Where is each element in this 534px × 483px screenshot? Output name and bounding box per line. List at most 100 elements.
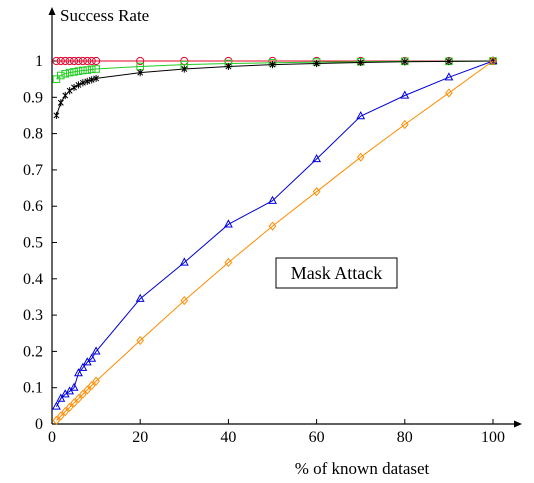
square-marker — [87, 65, 96, 74]
circle-marker — [74, 56, 83, 66]
diamond-marker — [83, 385, 92, 395]
square-marker — [65, 68, 74, 77]
y-tick-label: 0.2 — [23, 343, 43, 360]
y-tick-label: 0.7 — [23, 162, 43, 179]
triangle-marker — [91, 346, 101, 355]
y-tick-label: 0.3 — [23, 307, 43, 324]
star-marker — [401, 58, 408, 66]
x-ticks: 0 20 40 60 80 100 — [48, 419, 505, 446]
triangle-marker — [56, 393, 66, 402]
triangle-marker — [268, 195, 277, 204]
diamond-marker — [56, 411, 65, 421]
star-marker — [57, 99, 64, 107]
x-tick-label: 80 — [397, 429, 413, 446]
star-marker — [66, 87, 73, 95]
star-marker — [62, 91, 69, 100]
y-tick-label: 0.6 — [23, 198, 43, 215]
star-marker — [71, 83, 78, 92]
star-marker — [84, 77, 91, 85]
diamond-marker — [136, 335, 145, 346]
square-marker — [79, 66, 87, 75]
square-marker — [61, 69, 70, 78]
triangle-marker — [223, 219, 233, 228]
x-axis-title: % of known dataset — [295, 459, 430, 478]
x-tick-label: 40 — [220, 429, 236, 446]
diamond-marker — [92, 376, 100, 386]
y-tick-label: 1 — [35, 53, 43, 70]
series-triangle — [51, 55, 498, 410]
star-marker — [75, 81, 82, 89]
y-tick-label: 0.5 — [23, 235, 43, 252]
circle-marker — [61, 56, 70, 66]
star-marker — [313, 59, 320, 68]
diamond-marker — [268, 221, 277, 231]
circle-marker — [78, 56, 87, 66]
triangle-marker — [356, 111, 366, 120]
star-marker — [79, 79, 86, 87]
circle-marker — [136, 56, 145, 66]
series-star — [53, 57, 496, 120]
y-axis-arrow — [48, 7, 56, 15]
circle-marker — [83, 56, 92, 66]
diamond-marker — [79, 389, 87, 399]
y-axis-title: Success Rate — [60, 6, 149, 25]
star-marker — [269, 61, 276, 69]
triangle-marker — [78, 362, 88, 371]
square-marker — [74, 67, 83, 75]
triangle-marker — [400, 90, 410, 99]
circle-marker — [56, 56, 65, 66]
diamond-marker — [312, 187, 321, 197]
triangle-marker — [135, 293, 145, 302]
star-marker — [88, 76, 95, 84]
y-tick-label: 0.9 — [23, 89, 43, 106]
y-tick-label: 0.1 — [23, 380, 43, 397]
series-line — [55, 60, 494, 407]
star-marker — [225, 62, 232, 71]
diamond-marker — [65, 402, 74, 412]
y-tick-label: 0.8 — [23, 126, 43, 143]
annotation-box: Mask Attack — [275, 257, 398, 289]
star-marker — [357, 58, 364, 67]
triangle-marker — [179, 257, 189, 266]
diamond-marker — [224, 257, 233, 268]
star-marker — [53, 111, 60, 120]
diamond-marker — [52, 415, 61, 425]
triangle-marker — [69, 382, 79, 391]
x-tick-label: 0 — [48, 429, 56, 446]
triangle-marker — [444, 72, 454, 81]
series-line — [55, 60, 494, 116]
x-tick-label: 100 — [481, 429, 505, 446]
y-tick-label: 0 — [35, 416, 43, 433]
triangle-marker — [74, 368, 83, 377]
series-diamond — [52, 56, 497, 425]
diamond-marker — [445, 88, 453, 98]
diamond-marker — [489, 56, 497, 66]
series-line — [56, 60, 494, 421]
circle-marker — [52, 56, 61, 66]
star-marker — [445, 57, 452, 65]
axes — [48, 7, 522, 428]
triangle-marker — [51, 401, 61, 410]
star-marker — [137, 69, 144, 77]
diamond-marker — [87, 380, 96, 391]
x-axis-arrow — [514, 420, 522, 428]
square-marker — [92, 65, 100, 73]
star-marker — [181, 65, 188, 73]
y-tick-label: 0.4 — [23, 271, 43, 288]
circle-marker — [69, 56, 79, 66]
circle-marker — [92, 56, 101, 66]
triangle-marker — [87, 353, 97, 362]
x-tick-label: 20 — [132, 429, 148, 446]
diamond-marker — [180, 296, 189, 306]
square-marker — [70, 68, 78, 76]
diamond-marker — [61, 407, 70, 417]
circle-marker — [87, 56, 96, 66]
diamond-marker — [74, 394, 83, 404]
x-tick-label: 60 — [309, 429, 325, 446]
star-marker — [93, 74, 100, 83]
triangle-marker — [488, 55, 498, 65]
annotation-text: Mask Attack — [291, 263, 383, 283]
diamond-marker — [70, 398, 78, 408]
triangle-marker — [312, 153, 322, 163]
diamond-marker — [356, 152, 365, 162]
